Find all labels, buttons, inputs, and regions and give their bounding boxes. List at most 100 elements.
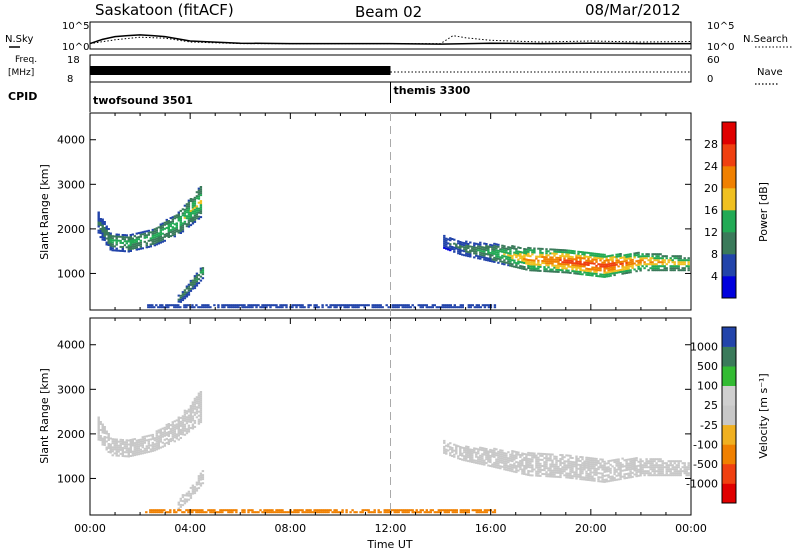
data-cell	[111, 241, 114, 244]
data-cell	[137, 453, 140, 456]
data-cell	[631, 262, 634, 265]
data-cell	[185, 211, 189, 214]
data-cell	[613, 268, 616, 271]
data-cell	[99, 421, 102, 423]
data-cell	[393, 509, 396, 512]
data-cell	[663, 474, 666, 477]
data-cell	[233, 509, 236, 512]
data-cell	[601, 474, 604, 477]
data-cell	[613, 467, 616, 470]
data-cell	[103, 227, 106, 229]
data-cell	[597, 472, 600, 475]
data-cell	[523, 250, 526, 252]
data-cell	[589, 469, 592, 472]
data-cell	[431, 304, 434, 307]
data-cell	[615, 474, 618, 477]
data-cell	[191, 415, 195, 418]
data-cell	[623, 256, 626, 259]
data-cell	[259, 306, 262, 309]
data-cell	[615, 271, 618, 274]
data-cell	[127, 250, 130, 253]
data-cell	[605, 271, 608, 274]
data-cell	[391, 306, 394, 309]
data-cell	[451, 509, 454, 512]
data-cell	[197, 418, 201, 421]
data-cell	[481, 459, 484, 462]
data-cell	[635, 471, 638, 474]
data-cell	[619, 472, 622, 474]
data-cell	[509, 453, 512, 456]
data-cell	[643, 472, 646, 475]
data-cell	[485, 247, 488, 249]
data-cell	[139, 243, 142, 246]
data-cell	[645, 466, 648, 469]
data-cell	[575, 467, 578, 470]
data-cell	[607, 259, 610, 262]
colorbar-tick-label: 8	[711, 248, 718, 261]
data-cell	[545, 465, 548, 468]
data-cell	[531, 458, 534, 461]
data-cell	[661, 259, 664, 262]
data-cell	[139, 235, 142, 238]
data-cell	[597, 480, 600, 483]
data-cell	[193, 306, 196, 309]
data-cell	[235, 509, 238, 512]
data-cell	[493, 453, 496, 456]
data-cell	[449, 247, 452, 250]
data-cell	[497, 464, 500, 467]
data-cell	[447, 304, 450, 307]
data-cell	[185, 287, 189, 290]
data-cell	[683, 466, 686, 469]
data-cell	[477, 245, 480, 248]
data-cell	[549, 453, 552, 456]
data-cell	[571, 465, 574, 468]
data-cell	[543, 256, 546, 259]
data-cell	[197, 189, 201, 192]
data-cell	[195, 487, 199, 490]
data-cell	[179, 230, 182, 232]
data-cell	[255, 511, 258, 514]
data-cell	[473, 447, 476, 450]
data-cell	[533, 261, 536, 264]
data-cell	[127, 447, 130, 450]
data-cell	[121, 250, 124, 252]
data-cell	[101, 431, 104, 434]
data-cell	[465, 254, 468, 257]
data-cell	[343, 304, 346, 307]
data-cell	[465, 457, 468, 460]
data-cell	[467, 509, 470, 512]
data-cell	[477, 511, 480, 514]
data-cell	[385, 509, 388, 512]
data-cell	[399, 509, 402, 512]
data-cell	[139, 452, 142, 455]
data-cell	[609, 268, 612, 271]
data-cell	[189, 413, 193, 415]
data-cell	[609, 262, 612, 265]
data-cell	[181, 429, 185, 432]
data-cell	[511, 460, 514, 463]
data-cell	[185, 225, 189, 228]
data-cell	[195, 278, 199, 281]
data-cell	[483, 258, 486, 261]
data-cell	[145, 236, 148, 239]
data-cell	[539, 265, 542, 268]
data-cell	[453, 248, 456, 251]
data-cell	[137, 244, 140, 247]
data-cell	[445, 452, 448, 455]
data-cell	[539, 251, 542, 254]
data-cell	[537, 255, 540, 258]
data-cell	[143, 236, 146, 239]
data-cell	[569, 462, 572, 465]
data-cell	[561, 466, 564, 469]
data-cell	[625, 268, 628, 270]
data-cell	[121, 238, 124, 240]
data-cell	[177, 229, 180, 232]
data-cell	[519, 255, 522, 257]
data-cell	[165, 234, 168, 237]
data-cell	[191, 212, 195, 215]
data-cell	[501, 244, 504, 247]
data-cell	[463, 244, 466, 247]
data-cell	[101, 429, 104, 432]
data-cell	[175, 427, 178, 430]
data-cell	[623, 475, 626, 478]
